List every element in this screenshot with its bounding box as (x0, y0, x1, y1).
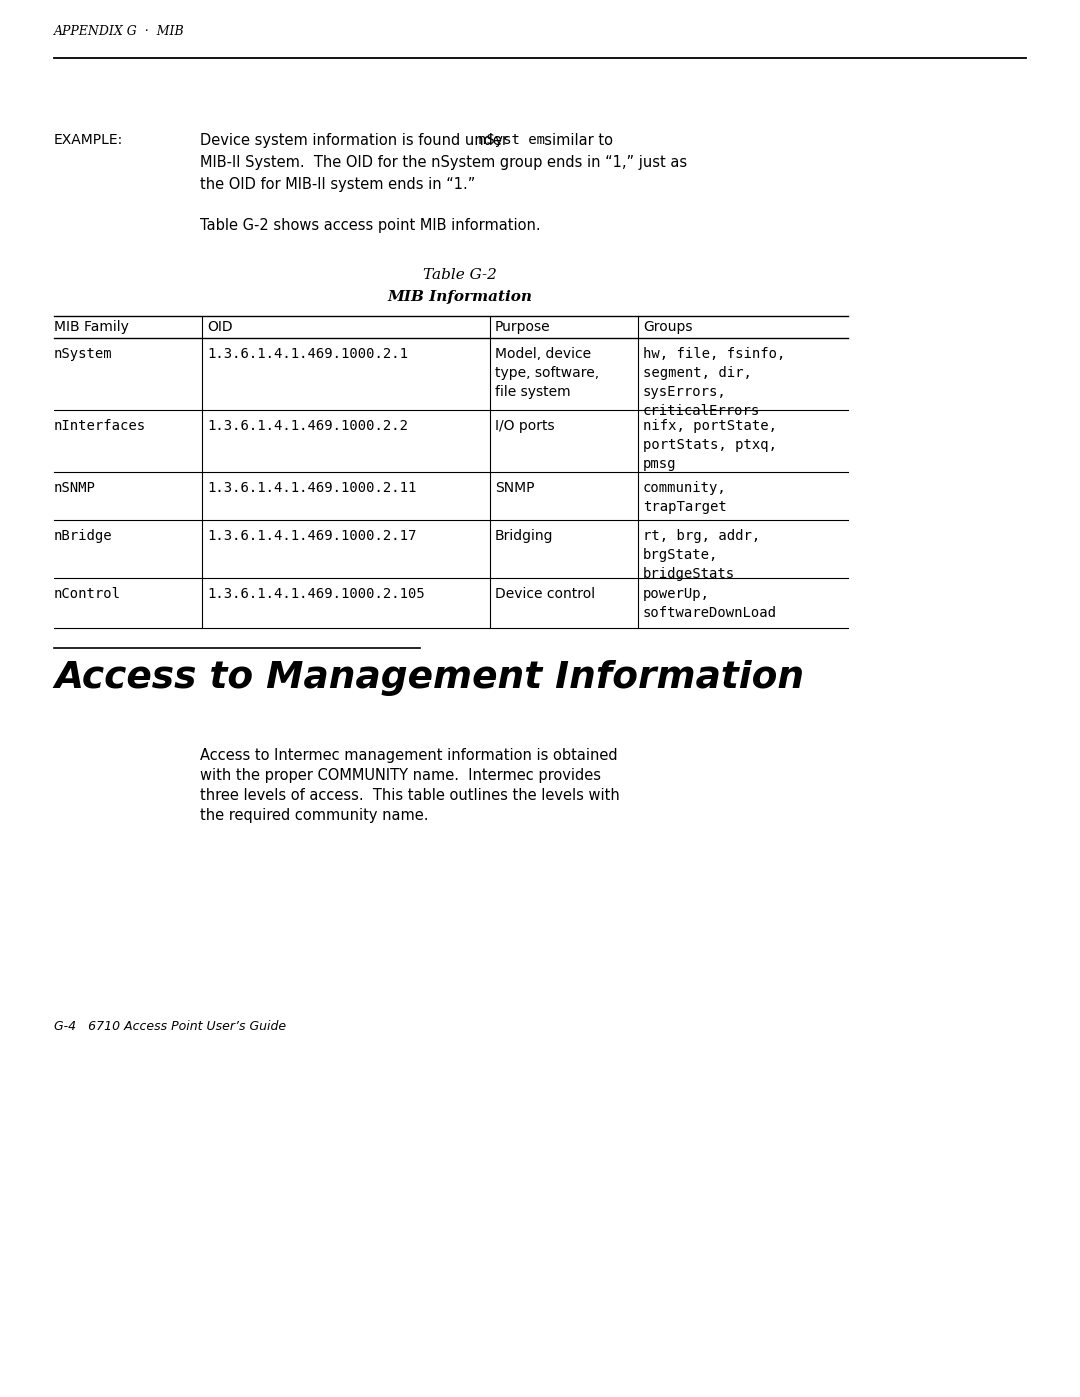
Text: I/O ports: I/O ports (495, 419, 555, 433)
Text: the OID for MIB-II system ends in “1.”: the OID for MIB-II system ends in “1.” (200, 177, 475, 191)
Text: 1.3.6.1.4.1.469.1000.2.17: 1.3.6.1.4.1.469.1000.2.17 (207, 529, 417, 543)
Text: Groups: Groups (643, 320, 692, 334)
Text: Access to Intermec management information is obtained: Access to Intermec management informatio… (200, 747, 618, 763)
Text: APPENDIX G  ·  MIB: APPENDIX G · MIB (54, 25, 185, 38)
Text: 1.3.6.1.4.1.469.1000.2.1: 1.3.6.1.4.1.469.1000.2.1 (207, 346, 408, 360)
Text: MIB Information: MIB Information (388, 291, 532, 305)
Text: similar to: similar to (535, 133, 613, 148)
Text: Table G-2: Table G-2 (423, 268, 497, 282)
Text: Access to Management Information: Access to Management Information (54, 659, 805, 696)
Text: MIB Family: MIB Family (54, 320, 129, 334)
Text: nInterfaces: nInterfaces (54, 419, 146, 433)
Text: G-4   6710 Access Point User’s Guide: G-4 6710 Access Point User’s Guide (54, 1020, 286, 1032)
Text: rt, brg, addr,
brgState,
bridgeStats: rt, brg, addr, brgState, bridgeStats (643, 529, 760, 581)
Text: 1.3.6.1.4.1.469.1000.2.11: 1.3.6.1.4.1.469.1000.2.11 (207, 481, 417, 495)
Text: Device system information is found under: Device system information is found under (200, 133, 513, 148)
Text: SNMP: SNMP (495, 481, 535, 495)
Text: the required community name.: the required community name. (200, 807, 429, 823)
Text: powerUp,
softwareDownLoad: powerUp, softwareDownLoad (643, 587, 777, 620)
Text: MIB-II System.  The OID for the nSystem group ends in “1,” just as: MIB-II System. The OID for the nSystem g… (200, 155, 687, 170)
Text: with the proper COMMUNITY name.  Intermec provides: with the proper COMMUNITY name. Intermec… (200, 768, 600, 782)
Text: community,
trapTarget: community, trapTarget (643, 481, 727, 514)
Text: three levels of access.  This table outlines the levels with: three levels of access. This table outli… (200, 788, 620, 803)
Text: nSystem: nSystem (54, 346, 112, 360)
Text: EXAMPLE:: EXAMPLE: (54, 133, 123, 147)
Text: 1.3.6.1.4.1.469.1000.2.2: 1.3.6.1.4.1.469.1000.2.2 (207, 419, 408, 433)
Text: Table G-2 shows access point MIB information.: Table G-2 shows access point MIB informa… (200, 218, 541, 233)
Text: Model, device
type, software,
file system: Model, device type, software, file syste… (495, 346, 599, 400)
Text: hw, file, fsinfo,
segment, dir,
sysErrors,
criticalErrors: hw, file, fsinfo, segment, dir, sysError… (643, 346, 785, 418)
Text: Device control: Device control (495, 587, 595, 601)
Text: nBridge: nBridge (54, 529, 112, 543)
Text: nControl: nControl (54, 587, 121, 601)
Text: nSyst em: nSyst em (478, 133, 545, 147)
Text: Purpose: Purpose (495, 320, 551, 334)
Text: OID: OID (207, 320, 232, 334)
Text: 1.3.6.1.4.1.469.1000.2.105: 1.3.6.1.4.1.469.1000.2.105 (207, 587, 424, 601)
Text: Bridging: Bridging (495, 529, 554, 543)
Text: nSNMP: nSNMP (54, 481, 96, 495)
Text: nifx, portState,
portStats, ptxq,
pmsg: nifx, portState, portStats, ptxq, pmsg (643, 419, 777, 471)
